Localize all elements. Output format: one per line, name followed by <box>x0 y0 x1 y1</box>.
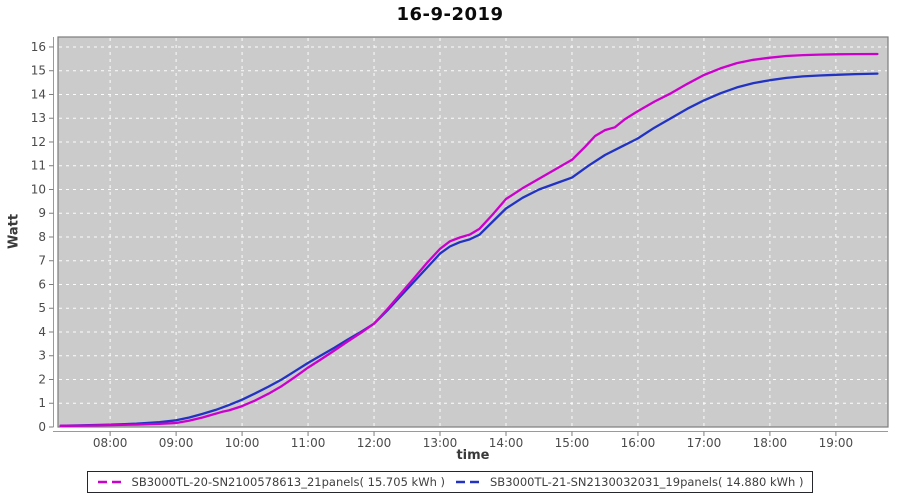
y-axis-label: Watt <box>6 213 22 250</box>
legend-label: SB3000TL-21-SN2130032031_19panels( 14.88… <box>490 475 804 489</box>
x-tick-label: 19:00 <box>819 436 854 450</box>
y-tick-label: 7 <box>38 254 46 268</box>
series-line <box>59 72 879 427</box>
x-tick-label: 11:00 <box>291 436 326 450</box>
legend-box: SB3000TL-20-SN2100578613_21panels( 15.70… <box>86 471 814 493</box>
y-tick-label: 12 <box>31 135 46 149</box>
y-tick-label: 9 <box>38 206 46 220</box>
chart-legend: SB3000TL-20-SN2100578613_21panels( 15.70… <box>0 471 900 493</box>
x-tick-label: 09:00 <box>159 436 194 450</box>
x-tick-label: 10:00 <box>225 436 260 450</box>
legend-item-inverter-20: SB3000TL-20-SN2100578613_21panels( 15.70… <box>97 475 445 489</box>
y-tick-label: 13 <box>31 111 46 125</box>
y-tick-label: 8 <box>38 230 46 244</box>
x-tick-label: 08:00 <box>93 436 128 450</box>
y-tick-label: 5 <box>38 301 46 315</box>
x-tick-label: 16:00 <box>621 436 656 450</box>
legend-label: SB3000TL-20-SN2100578613_21panels( 15.70… <box>131 475 445 489</box>
y-tick-label: 6 <box>38 277 46 291</box>
y-tick-label: 11 <box>31 159 46 173</box>
legend-marker-magenta-icon <box>97 480 126 484</box>
chart-title: 16-9-2019 <box>396 4 504 25</box>
y-tick-label: 2 <box>38 372 46 386</box>
x-tick-label: 13:00 <box>423 436 458 450</box>
y-tick-label: 10 <box>31 182 46 196</box>
y-tick-label: 15 <box>31 64 46 78</box>
x-tick-label: 18:00 <box>753 436 788 450</box>
x-tick-label: 17:00 <box>687 436 722 450</box>
series-line <box>59 52 879 427</box>
x-axis-label: time <box>456 448 490 463</box>
y-tick-label: 4 <box>38 325 46 339</box>
y-tick-label: 14 <box>31 87 46 101</box>
x-tick-label: 15:00 <box>555 436 590 450</box>
legend-item-inverter-21: SB3000TL-21-SN2130032031_19panels( 14.88… <box>455 475 803 489</box>
y-tick-label: 3 <box>38 349 46 363</box>
y-tick-label: 1 <box>38 396 46 410</box>
legend-marker-blue-icon <box>456 480 484 484</box>
y-tick-label: 0 <box>38 420 46 434</box>
x-tick-label: 14:00 <box>489 436 524 450</box>
y-tick-label: 16 <box>31 40 46 54</box>
x-tick-label: 12:00 <box>357 436 392 450</box>
